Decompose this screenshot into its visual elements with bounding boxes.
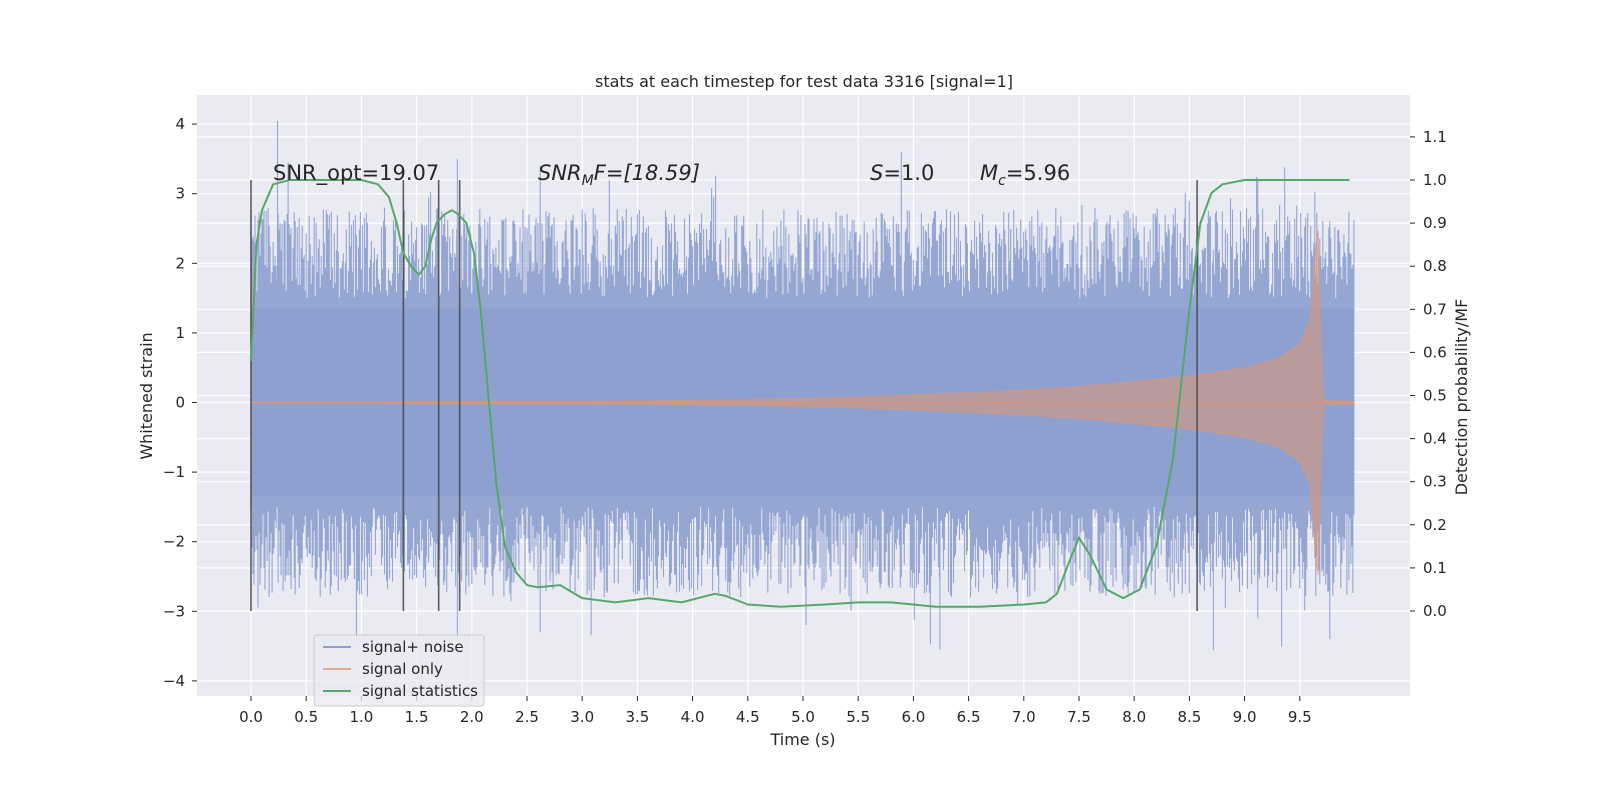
legend-label-signal-plus-noise: signal+ noise — [362, 638, 464, 656]
annotation-snr-mf-sub: M — [582, 173, 594, 189]
annotation-snr-mf-main: SNR — [538, 161, 582, 185]
x-tick-label: 9.0 — [1233, 708, 1257, 726]
stat-line — [250, 179, 1350, 608]
annotation-s-rest: =1.0 — [883, 161, 934, 185]
annotation-mc-main: M — [980, 161, 998, 185]
x-tick-label: 3.0 — [570, 708, 594, 726]
y2-tick-label: 0.4 — [1423, 430, 1447, 448]
y-tick-label: 3 — [175, 185, 185, 203]
annotation-mc: Mc=5.96 — [980, 161, 1070, 189]
annotation-snr-mf: SNRMF=[18.59] — [538, 161, 700, 189]
y-tick-label: 2 — [175, 254, 185, 272]
series-signal-only — [250, 230, 1355, 575]
y2-tick-label: 0.5 — [1423, 387, 1447, 405]
x-tick-label: 4.0 — [681, 708, 705, 726]
y2-tick-label: 1.1 — [1423, 128, 1447, 146]
x-tick-label: 8.5 — [1177, 708, 1201, 726]
x-tick-label: 9.5 — [1288, 708, 1312, 726]
x-tick-label: 1.0 — [349, 708, 373, 726]
y2-axis-ticks: 1.1 1.0 0.9 0.8 0.7 0.6 0.5 0.4 0.3 0.2 0.1 0.0 — [1410, 128, 1447, 620]
y-axis-label: Whitened strain — [137, 332, 156, 459]
x-tick-label: 8.0 — [1122, 708, 1146, 726]
x-tick-label: 7.5 — [1067, 708, 1091, 726]
x-tick-label: 2.0 — [460, 708, 484, 726]
y-axis-ticks: 4 3 2 1 0 −1 −2 −3 −4 — [163, 115, 197, 690]
annotation-mc-rest: =5.96 — [1006, 161, 1070, 185]
x-tick-label: 6.0 — [901, 708, 925, 726]
x-tick-label: 2.5 — [515, 708, 539, 726]
x-axis-label: Time (s) — [769, 730, 835, 749]
y-tick-label: −4 — [163, 672, 185, 690]
x-tick-label: 5.5 — [846, 708, 870, 726]
x-tick-label: 1.5 — [405, 708, 429, 726]
legend: signal+ noise signal only signal statist… — [313, 634, 485, 707]
y2-tick-label: 1.0 — [1423, 171, 1447, 189]
y2-tick-label: 0.1 — [1423, 559, 1447, 577]
x-tick-label: 7.0 — [1012, 708, 1036, 726]
x-tick-label: 0.5 — [294, 708, 318, 726]
legend-label-signal-only: signal only — [362, 660, 443, 678]
y2-tick-label: 0.9 — [1423, 214, 1447, 232]
y2-tick-label: 0.7 — [1423, 300, 1447, 318]
y-tick-label: −2 — [163, 533, 185, 551]
annotation-mc-sub: c — [998, 173, 1006, 189]
chart-title: stats at each timestep for test data 331… — [595, 72, 1013, 91]
y2-tick-label: 0.2 — [1423, 516, 1447, 534]
annotation-snr-opt-text: SNR_opt=19.07 — [273, 161, 439, 186]
x-tick-label: 3.5 — [625, 708, 649, 726]
x-tick-label: 0.0 — [239, 708, 263, 726]
legend-box — [313, 634, 485, 707]
y-tick-label: −3 — [163, 602, 185, 620]
y-tick-label: 0 — [175, 394, 185, 412]
x-tick-label: 4.5 — [736, 708, 760, 726]
series-signal-statistics — [250, 179, 1350, 608]
annotation-snr-mf-rest: F=[18.59] — [594, 161, 700, 185]
y2-tick-label: 0.0 — [1423, 602, 1447, 620]
x-tick-label: 6.5 — [957, 708, 981, 726]
y2-axis-label: Detection probability/MF — [1452, 299, 1471, 496]
y2-tick-label: 0.8 — [1423, 257, 1447, 275]
y-tick-label: 4 — [175, 115, 185, 133]
annotation-s-main: S — [870, 161, 883, 185]
y-tick-label: 1 — [175, 324, 185, 342]
legend-label-signal-statistics: signal statistics — [362, 682, 478, 700]
annotation-snr-opt: SNR_opt=19.07 — [273, 161, 439, 186]
y2-tick-label: 0.6 — [1423, 343, 1447, 361]
y2-tick-label: 0.3 — [1423, 473, 1447, 491]
x-axis-ticks: 0.0 0.5 1.0 1.5 2.0 2.5 3.0 3.5 4.0 4.5 5.0 5.5 6.0 6… — [239, 696, 1312, 726]
y-tick-label: −1 — [163, 463, 185, 481]
annotation-s: S=1.0 — [870, 161, 934, 185]
x-tick-label: 5.0 — [791, 708, 815, 726]
